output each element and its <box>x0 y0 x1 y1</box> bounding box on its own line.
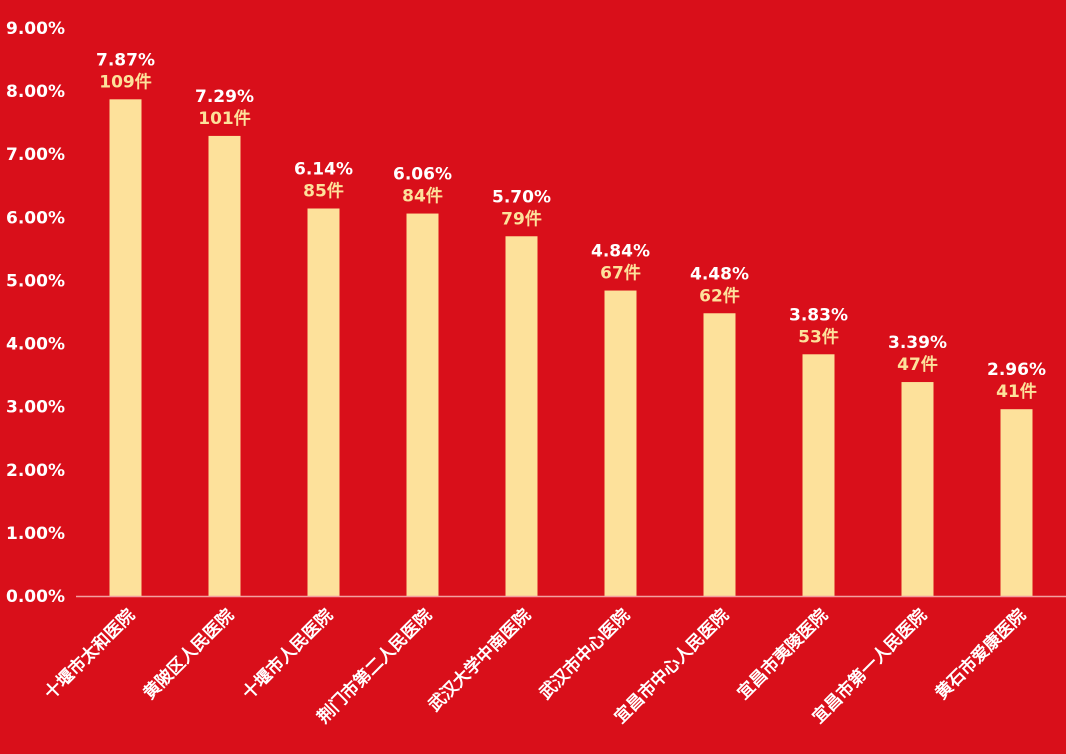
value-label: 6.14% <box>294 159 353 179</box>
y-tick-label: 8.00% <box>6 82 65 102</box>
category-label: 十堰市人民医院 <box>238 605 337 704</box>
bar <box>406 213 439 596</box>
bar <box>307 208 340 596</box>
value-label: 3.83% <box>789 305 848 325</box>
y-tick-label: 3.00% <box>6 398 65 418</box>
value-label: 5.70% <box>492 187 551 207</box>
y-tick-label: 6.00% <box>6 208 65 228</box>
count-label: 41件 <box>996 381 1037 402</box>
bar <box>802 354 835 596</box>
bar <box>901 382 934 596</box>
bar <box>208 135 241 597</box>
bar <box>505 236 538 596</box>
data-labels: 7.87%109件 7.29%101件 6.14%85件 6.06%84件 5.70%7… <box>96 50 1046 402</box>
value-label: 3.39% <box>888 333 947 353</box>
count-label: 79件 <box>501 208 542 229</box>
count-label: 67件 <box>600 263 641 284</box>
value-label: 7.87% <box>96 50 155 70</box>
category-label: 武汉市中心医院 <box>535 605 634 704</box>
y-axis: 0.00% 1.00% 2.00% 3.00% 4.00% 5.00% 6.00% 7.00%… <box>6 19 65 607</box>
bar <box>109 99 142 596</box>
count-label: 109件 <box>99 71 152 92</box>
category-label: 十堰市太和医院 <box>40 605 139 704</box>
y-tick-label: 7.00% <box>6 145 65 165</box>
bars <box>109 99 1033 597</box>
category-label: 黄陂区人民医院 <box>139 605 238 704</box>
bar <box>604 290 637 596</box>
bar <box>1000 409 1033 596</box>
count-label: 53件 <box>798 326 839 347</box>
category-label: 宜昌市夷陵医院 <box>733 605 832 704</box>
y-tick-label: 5.00% <box>6 271 65 291</box>
y-tick-label: 4.00% <box>6 335 65 355</box>
value-label: 6.06% <box>393 165 452 185</box>
bar <box>703 313 736 596</box>
category-label: 武汉大学中南医院 <box>424 605 535 716</box>
y-tick-label: 0.00% <box>6 587 65 607</box>
count-label: 47件 <box>897 354 938 375</box>
count-label: 101件 <box>198 108 251 129</box>
count-label: 85件 <box>303 180 344 201</box>
y-tick-label: 1.00% <box>6 524 65 544</box>
y-tick-label: 2.00% <box>6 461 65 481</box>
value-label: 2.96% <box>987 360 1046 380</box>
value-label: 4.84% <box>591 242 650 262</box>
count-label: 62件 <box>699 285 740 306</box>
y-tick-label: 9.00% <box>6 19 65 39</box>
value-label: 4.48% <box>690 264 749 284</box>
count-label: 84件 <box>402 186 443 207</box>
value-label: 7.29% <box>195 87 254 107</box>
category-label: 黄石市爱康医院 <box>931 605 1030 704</box>
